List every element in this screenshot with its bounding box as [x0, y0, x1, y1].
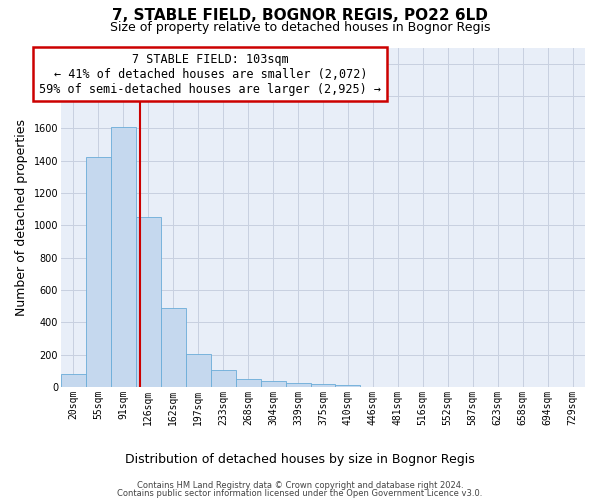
- Bar: [111, 126, 136, 387]
- Bar: [311, 384, 335, 387]
- Text: 7, STABLE FIELD, BOGNOR REGIS, PO22 6LD: 7, STABLE FIELD, BOGNOR REGIS, PO22 6LD: [112, 8, 488, 22]
- Text: Distribution of detached houses by size in Bognor Regis: Distribution of detached houses by size …: [125, 452, 475, 466]
- Bar: [286, 383, 311, 387]
- Bar: [86, 158, 111, 387]
- Bar: [211, 370, 236, 387]
- Bar: [136, 217, 161, 387]
- Bar: [161, 308, 186, 387]
- Bar: [61, 374, 86, 387]
- Y-axis label: Number of detached properties: Number of detached properties: [15, 118, 28, 316]
- Text: 7 STABLE FIELD: 103sqm
← 41% of detached houses are smaller (2,072)
59% of semi-: 7 STABLE FIELD: 103sqm ← 41% of detached…: [40, 52, 382, 96]
- Text: Contains HM Land Registry data © Crown copyright and database right 2024.: Contains HM Land Registry data © Crown c…: [137, 481, 463, 490]
- Bar: [335, 385, 361, 387]
- Bar: [260, 382, 286, 387]
- Bar: [186, 354, 211, 387]
- Text: Size of property relative to detached houses in Bognor Regis: Size of property relative to detached ho…: [110, 21, 490, 34]
- Text: Contains public sector information licensed under the Open Government Licence v3: Contains public sector information licen…: [118, 489, 482, 498]
- Bar: [236, 379, 260, 387]
